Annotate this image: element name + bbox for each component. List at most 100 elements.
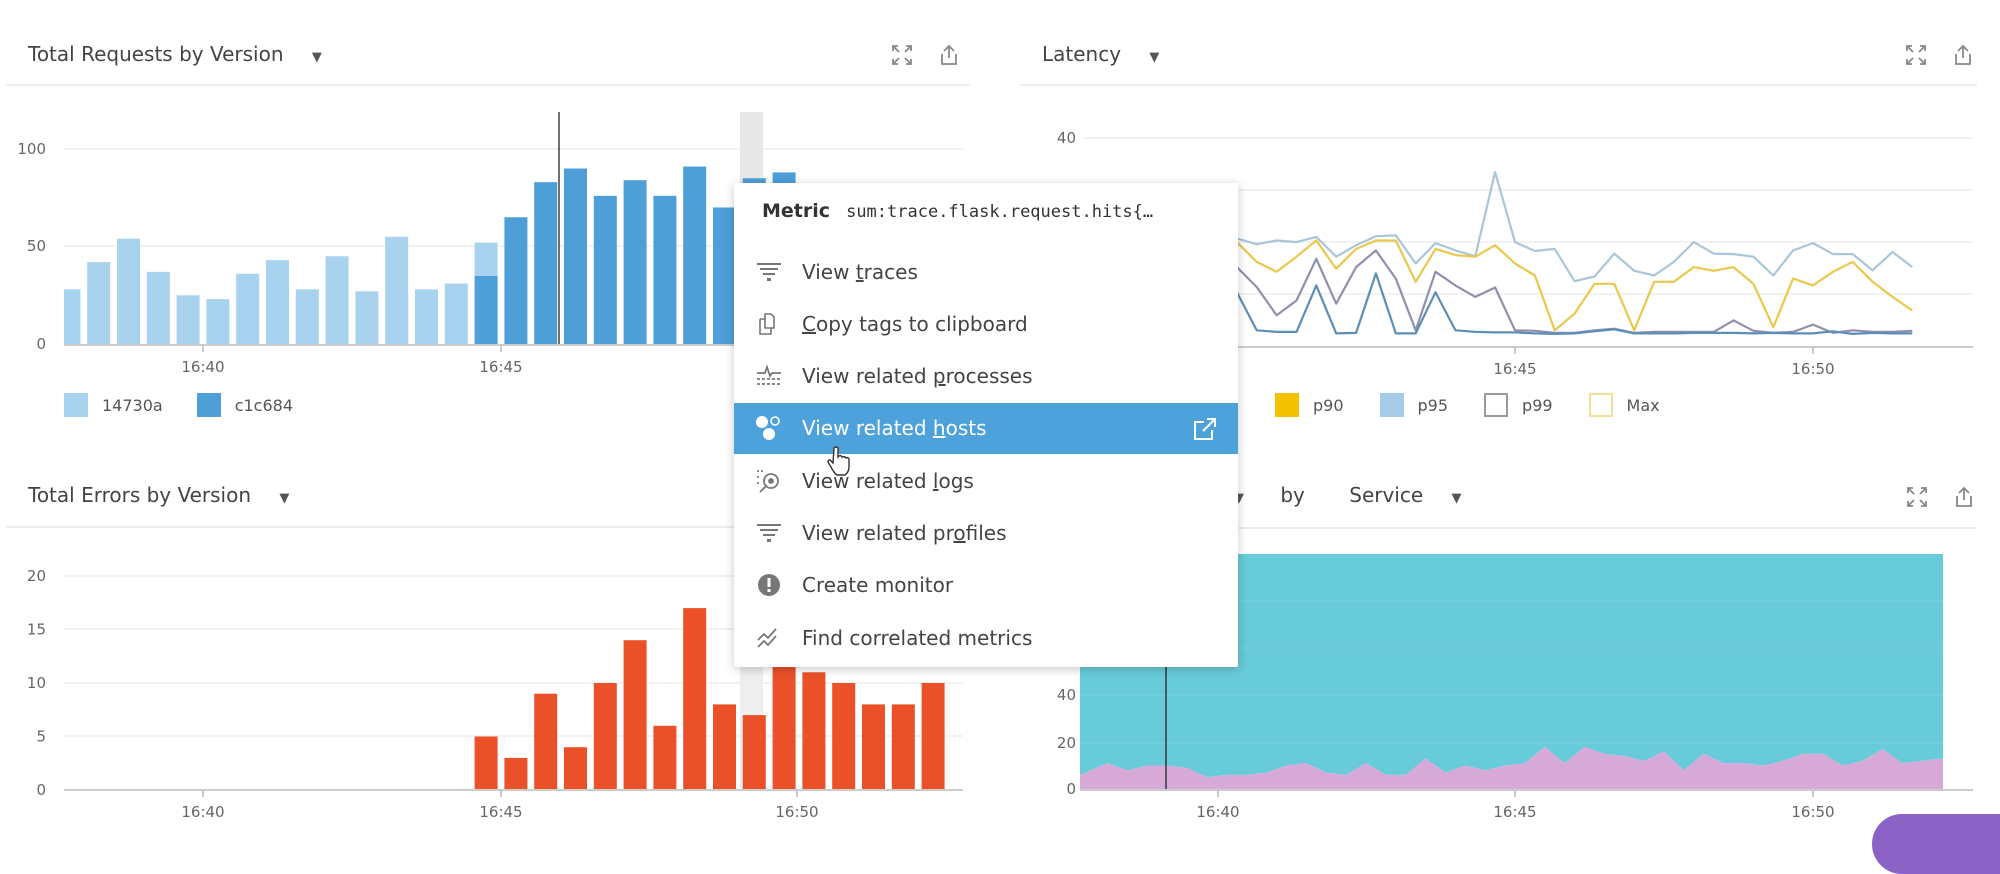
x-tick-label: 16:50 — [775, 803, 818, 821]
latency-line-3[interactable] — [1235, 272, 1913, 335]
legend-label[interactable]: 14730a — [102, 395, 163, 415]
bar-errors[interactable] — [772, 661, 796, 790]
bar-errors[interactable] — [891, 704, 915, 790]
bar-14730a[interactable] — [355, 291, 379, 344]
bar-14730a[interactable] — [117, 238, 140, 344]
expand-icon[interactable] — [1904, 484, 1930, 510]
bar-errors[interactable] — [534, 693, 558, 790]
bar-14730a[interactable] — [266, 260, 289, 344]
bar-errors[interactable] — [474, 736, 498, 791]
menu-item-view-traces[interactable]: View traces — [734, 246, 1238, 297]
group-by-select[interactable]: Service — [1349, 483, 1424, 507]
bar-c1c684[interactable] — [713, 207, 736, 345]
bar-14730a[interactable] — [474, 242, 498, 276]
bar-errors[interactable] — [832, 683, 856, 790]
bar-c1c684[interactable] — [504, 217, 528, 344]
hand-cursor-icon — [827, 446, 850, 476]
metric-query: sum:trace.flask.request.hits{… — [846, 202, 1154, 222]
panel-title-service[interactable]: ▼ by Service ▼ — [1234, 483, 1462, 507]
legend-label[interactable]: p95 — [1417, 395, 1449, 415]
bar-14730a[interactable] — [295, 289, 319, 344]
bar-errors[interactable] — [504, 757, 528, 790]
menu-item-view-related-hosts[interactable]: View related hosts — [734, 402, 1238, 454]
bar-errors[interactable] — [713, 704, 736, 790]
caret-down-icon[interactable]: ▼ — [1149, 50, 1160, 65]
bar-14730a[interactable] — [236, 273, 260, 344]
menu-item-create-monitor[interactable]: Create monitor — [734, 560, 1238, 611]
bar-14730a[interactable] — [176, 295, 200, 344]
y-tick-label: 50 — [27, 237, 46, 255]
menu-item-label: View related hosts — [802, 416, 987, 441]
bar-c1c684[interactable] — [683, 166, 707, 344]
panel-divider — [1020, 84, 1977, 86]
share-icon[interactable] — [1951, 484, 1977, 510]
bar-errors[interactable] — [623, 640, 647, 790]
latency-line-0[interactable] — [1236, 171, 1913, 283]
expand-icon[interactable] — [889, 42, 915, 68]
bar-errors[interactable] — [564, 747, 587, 790]
caret-down-icon[interactable]: ▼ — [1234, 491, 1244, 506]
menu-item-label: Create monitor — [802, 573, 954, 598]
y-tick-label: 10 — [27, 674, 46, 692]
x-tick-label: 16:40 — [181, 358, 224, 376]
legend-label[interactable]: c1c684 — [234, 395, 294, 415]
x-tick-label: 16:50 — [1791, 360, 1834, 378]
bar-14730a[interactable] — [385, 236, 409, 344]
legend-swatch — [1379, 393, 1404, 417]
correlated-metrics-icon — [754, 626, 784, 650]
caret-down-icon[interactable]: ▼ — [311, 50, 322, 65]
panel-title-text: Total Requests by Version — [28, 42, 284, 66]
menu-item-view-related-processes[interactable]: View related processes — [734, 351, 1238, 402]
area-series-0[interactable] — [1080, 746, 1943, 789]
bar-14730a[interactable] — [146, 271, 170, 344]
caret-down-icon[interactable]: ▼ — [279, 491, 290, 506]
chat-launcher-button[interactable] — [1872, 814, 2000, 874]
bar-14730a[interactable] — [206, 299, 230, 344]
share-icon[interactable] — [936, 42, 962, 68]
menu-item-copy-tags-to-clipboard[interactable]: Copy tags to clipboard — [734, 298, 1238, 349]
bar-14730a[interactable] — [64, 289, 81, 344]
share-icon[interactable] — [1950, 42, 1976, 68]
panel-title-errors[interactable]: Total Errors by Version ▼ — [28, 483, 289, 507]
menu-item-find-correlated-metrics[interactable]: Find correlated metrics — [734, 612, 1238, 663]
bar-errors[interactable] — [742, 715, 766, 790]
menu-item-label: View traces — [802, 259, 918, 284]
bar-c1c684[interactable] — [564, 168, 587, 345]
bar-errors[interactable] — [653, 725, 677, 790]
bar-errors[interactable] — [862, 704, 885, 790]
panel-title-requests[interactable]: Total Requests by Version ▼ — [28, 42, 322, 66]
area-series-1[interactable] — [1080, 554, 1943, 778]
bar-c1c684[interactable] — [623, 180, 647, 344]
bar-14730a[interactable] — [87, 262, 111, 344]
bar-errors[interactable] — [802, 672, 826, 790]
menu-item-view-related-profiles[interactable]: View related profiles — [734, 508, 1238, 559]
bar-c1c684[interactable] — [593, 195, 617, 344]
panel-title-latency[interactable]: Latency ▼ — [1042, 42, 1159, 66]
bar-errors[interactable] — [593, 683, 617, 790]
legend-label[interactable]: p99 — [1522, 395, 1553, 415]
bar-14730a[interactable] — [325, 256, 349, 344]
bar-errors[interactable] — [921, 683, 945, 790]
legend-swatch — [196, 393, 221, 417]
legend-latency: p90 p95 p99 Max — [1275, 393, 1660, 417]
legend-swatch — [64, 393, 88, 417]
external-link-icon[interactable] — [1192, 416, 1218, 447]
legend-swatch — [1588, 393, 1613, 417]
menu-item-view-related-logs[interactable]: View related logs — [734, 455, 1238, 506]
y-tick-label: 0 — [36, 781, 46, 799]
legend-label[interactable]: Max — [1626, 395, 1660, 415]
context-menu: Metric sum:trace.flask.request.hits{… Vi… — [734, 183, 1238, 667]
traces-icon — [754, 261, 784, 283]
bar-14730a[interactable] — [444, 283, 468, 344]
bar-errors[interactable] — [683, 608, 707, 790]
latency-line-2[interactable] — [1236, 249, 1913, 334]
bar-14730a[interactable] — [415, 289, 438, 344]
expand-icon[interactable] — [1903, 42, 1929, 68]
bar-c1c684[interactable] — [653, 195, 677, 344]
caret-down-icon[interactable]: ▼ — [1451, 491, 1462, 506]
legend-requests: 14730a c1c684 — [64, 393, 293, 417]
legend-label[interactable]: p90 — [1313, 395, 1344, 415]
latency-line-1[interactable] — [1236, 239, 1913, 332]
bar-c1c684[interactable] — [534, 182, 558, 344]
bar-c1c684[interactable] — [474, 275, 498, 344]
